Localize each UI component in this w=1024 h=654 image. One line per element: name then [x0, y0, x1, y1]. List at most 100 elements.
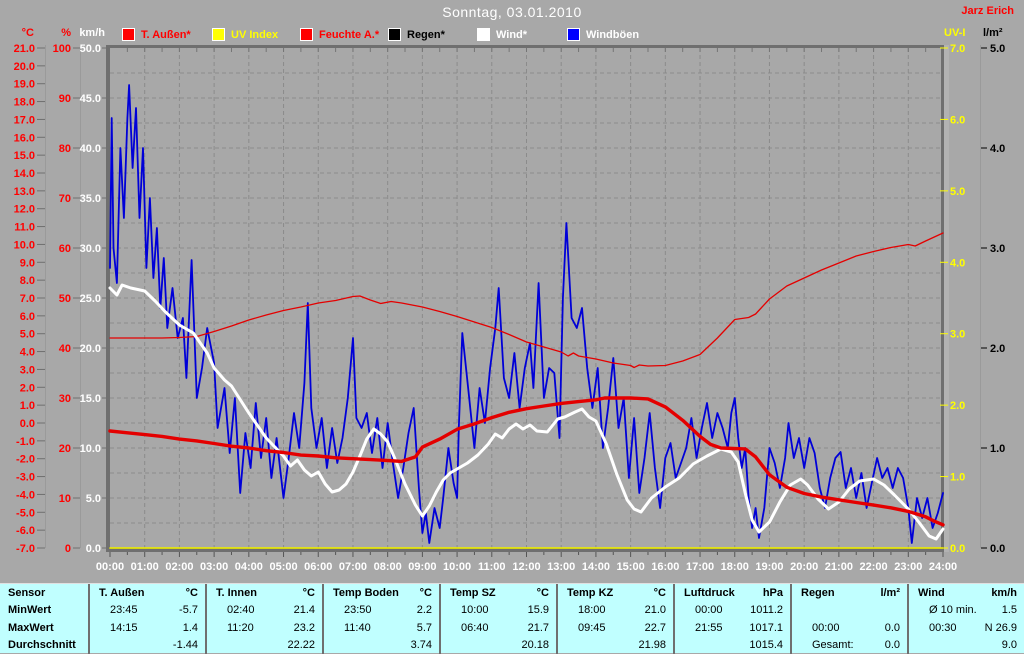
table-cell-temp-boden-r1-label: 23:50: [333, 604, 372, 616]
table-cell-t-innen-r2-label: 11:20: [216, 622, 254, 634]
svg-text:4.0: 4.0: [20, 347, 35, 359]
svg-text:09:00: 09:00: [408, 561, 436, 573]
table-cell-t-innen-r3-value: 22.22: [287, 639, 315, 651]
svg-text:7.0: 7.0: [950, 43, 965, 55]
svg-text:10.0: 10.0: [14, 239, 35, 251]
svg-text:20:00: 20:00: [790, 561, 818, 573]
svg-text:5.0: 5.0: [950, 186, 965, 198]
table-row-label: MinWert: [0, 602, 88, 620]
table-cell-t-innen-r2: 11:20 23.2: [205, 619, 322, 637]
legend-label: Windböen: [586, 29, 639, 41]
svg-text:-3.0: -3.0: [16, 472, 35, 484]
legend-item-uv-index[interactable]: UV Index: [212, 28, 278, 41]
table-cell-temp-boden-r3-value: 3.74: [411, 639, 432, 651]
svg-text:-4.0: -4.0: [16, 489, 35, 501]
table-cell-temp-boden-r1: 23:50 2.2: [322, 602, 439, 620]
svg-text:23:00: 23:00: [894, 561, 922, 573]
svg-text:20.0: 20.0: [80, 343, 101, 355]
svg-text:18.0: 18.0: [14, 97, 35, 109]
table-cell-temp-boden-r1-value: 2.2: [417, 604, 432, 616]
svg-text:10: 10: [59, 493, 71, 505]
svg-text:17:00: 17:00: [686, 561, 714, 573]
table-cell-regen-r2-value: 0.0: [885, 622, 900, 634]
axis-unit-percent: %: [40, 27, 71, 39]
table-cell-regen-r1: [790, 602, 907, 620]
svg-text:6.0: 6.0: [950, 114, 965, 126]
svg-text:21:00: 21:00: [825, 561, 853, 573]
svg-text:4.0: 4.0: [950, 257, 965, 269]
table-cell-temp-sz-r2-label: 06:40: [450, 622, 489, 634]
legend-label: Wind*: [496, 29, 527, 41]
table-cell-regen-r2: 00:00 0.0: [790, 619, 907, 637]
legend-item-feuchte[interactable]: Feuchte A.*: [300, 28, 379, 41]
table-cell-wind-r2-label: 00:30: [918, 622, 957, 634]
table-cell-wind-r2-value: N 26.9: [985, 622, 1017, 634]
table-cell-wind-r3: 9.0: [907, 637, 1024, 654]
svg-text:5.0: 5.0: [990, 43, 1005, 55]
table-cell-temp-sz-r0-label: Temp SZ: [450, 587, 496, 599]
table-row-label: MaxWert: [0, 619, 88, 637]
table-cell-wind-r1-value: 1.5: [1002, 604, 1017, 616]
svg-text:2.0: 2.0: [950, 400, 965, 412]
svg-text:03:00: 03:00: [200, 561, 228, 573]
table-cell-regen-r0-label: Regen: [801, 587, 835, 599]
legend-label: T. Außen*: [141, 29, 191, 41]
legend-item-wind[interactable]: Wind*: [477, 28, 527, 41]
svg-text:60: 60: [59, 243, 71, 255]
svg-text:25.0: 25.0: [80, 293, 101, 305]
table-cell-temp-sz-r1-value: 15.9: [528, 604, 549, 616]
svg-text:50.0: 50.0: [80, 43, 101, 55]
svg-text:17.0: 17.0: [14, 114, 35, 126]
svg-text:45.0: 45.0: [80, 93, 101, 105]
svg-text:30.0: 30.0: [80, 243, 101, 255]
table-cell-temp-boden-r3: 3.74: [322, 637, 439, 654]
table-cell-temp-kz-r3: 21.98: [556, 637, 673, 654]
svg-text:0: 0: [65, 543, 71, 555]
legend-label: UV Index: [231, 29, 278, 41]
table-cell-temp-kz-r0-label: Temp KZ: [567, 587, 613, 599]
svg-text:3.0: 3.0: [20, 364, 35, 376]
svg-text:11:00: 11:00: [478, 561, 506, 573]
table-cell-t-innen-r2-value: 23.2: [294, 622, 315, 634]
table-cell-regen-r2-label: 00:00: [801, 622, 840, 634]
svg-text:3.0: 3.0: [950, 329, 965, 341]
svg-text:90: 90: [59, 93, 71, 105]
legend-item-windboeen[interactable]: Windböen: [567, 28, 639, 41]
table-cell-luftdruck-r1-label: 00:00: [684, 604, 723, 616]
svg-text:1.0: 1.0: [20, 400, 35, 412]
svg-text:24:00: 24:00: [929, 561, 957, 573]
table-cell-temp-boden-r2-value: 5.7: [417, 622, 432, 634]
table-cell-t-au-en-r2-label: 14:15: [99, 622, 138, 634]
svg-text:21.0: 21.0: [14, 43, 35, 55]
svg-text:14:00: 14:00: [582, 561, 610, 573]
svg-text:10:00: 10:00: [443, 561, 471, 573]
svg-text:5.0: 5.0: [86, 493, 101, 505]
svg-text:16:00: 16:00: [651, 561, 679, 573]
table-cell-temp-sz-r3: 20.18: [439, 637, 556, 654]
svg-text:06:00: 06:00: [304, 561, 332, 573]
svg-text:12:00: 12:00: [512, 561, 540, 573]
svg-text:7.0: 7.0: [20, 293, 35, 305]
svg-text:07:00: 07:00: [339, 561, 367, 573]
table-cell-temp-boden-r0-value: °C: [420, 587, 432, 599]
legend-item-regen[interactable]: Regen*: [388, 28, 445, 41]
table-cell-regen-r3-value: 0.0: [885, 639, 900, 651]
svg-text:0.0: 0.0: [20, 418, 35, 430]
weather-chart-svg: 21.020.019.018.017.016.015.014.013.012.0…: [0, 0, 1024, 583]
axis-unit-celsius: °C: [0, 27, 34, 39]
svg-text:15:00: 15:00: [617, 561, 645, 573]
table-cell-temp-boden-r2-label: 11:40: [333, 622, 371, 634]
svg-text:8.0: 8.0: [20, 275, 35, 287]
legend-item-t-aussen[interactable]: T. Außen*: [122, 28, 191, 41]
table-cell-t-innen-r1-value: 21.4: [294, 604, 315, 616]
svg-text:35.0: 35.0: [80, 193, 101, 205]
table-cell-temp-sz-r0-value: °C: [537, 587, 549, 599]
svg-text:13:00: 13:00: [547, 561, 575, 573]
svg-text:10.0: 10.0: [80, 443, 101, 455]
table-cell-regen-r0-value: l/m²: [880, 587, 900, 599]
svg-text:1.0: 1.0: [990, 443, 1005, 455]
